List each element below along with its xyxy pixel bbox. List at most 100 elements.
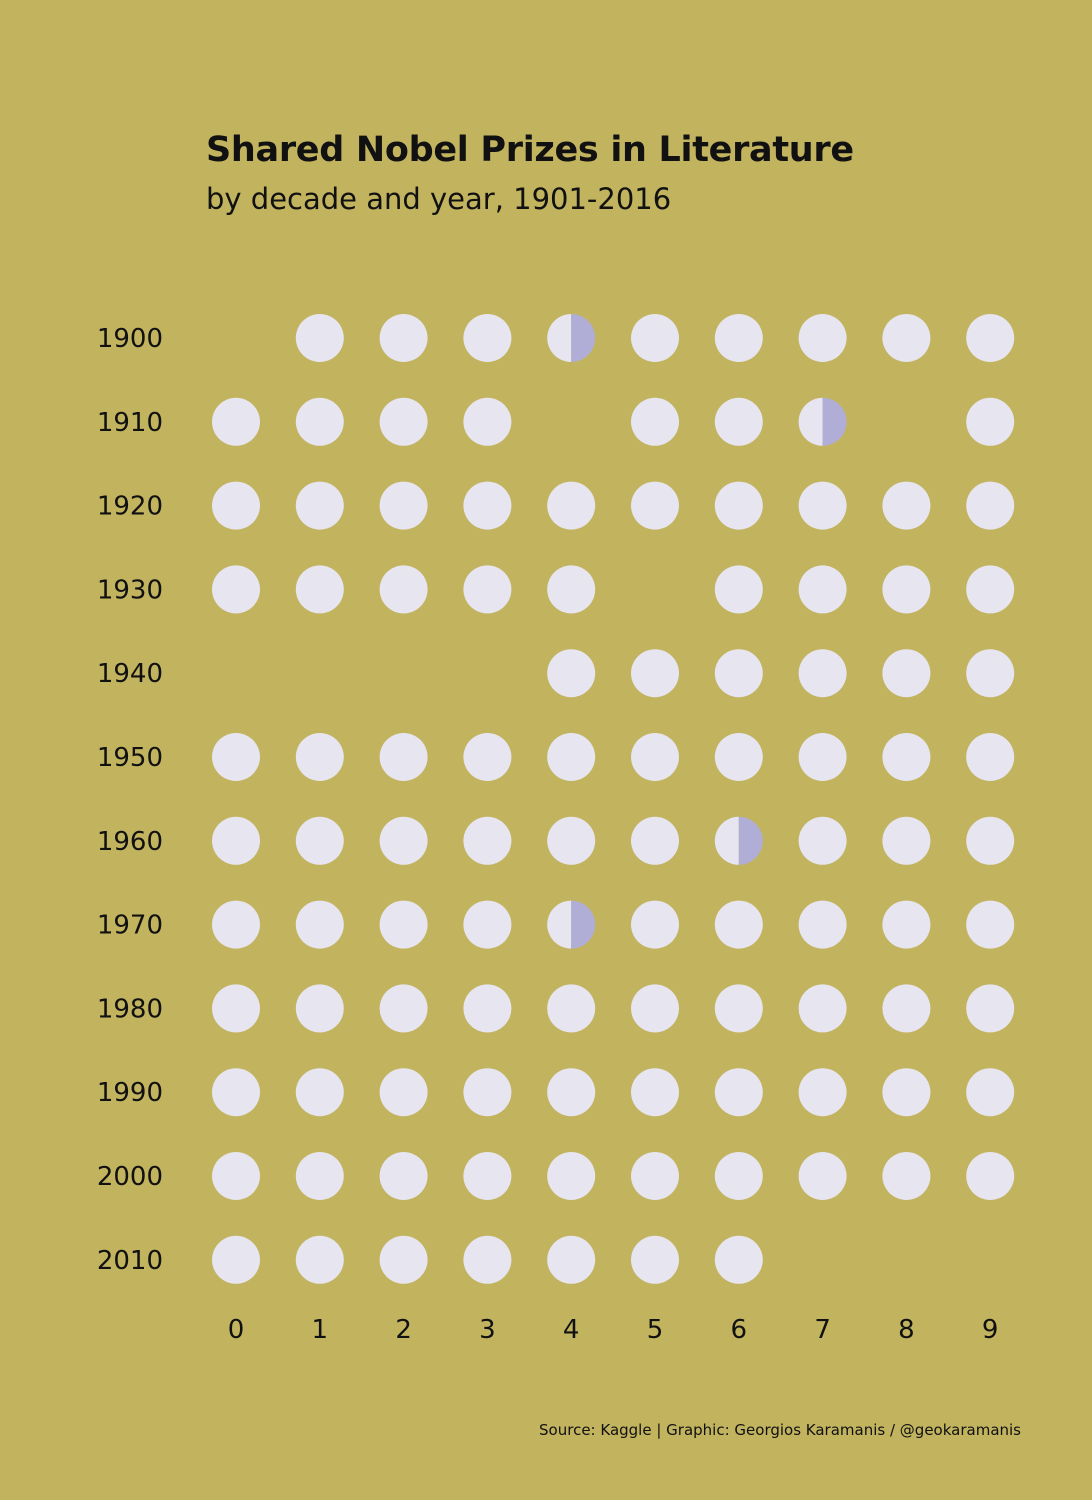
decade-label: 1960	[97, 827, 163, 857]
prize-dot	[882, 733, 931, 781]
decade-label: 1930	[97, 575, 163, 605]
prize-dot	[714, 1068, 763, 1117]
chart-title: Shared Nobel Prizes in Literature	[206, 130, 854, 170]
prize-dot	[547, 649, 596, 698]
prize-dot	[798, 1068, 847, 1117]
prize-dot	[295, 1235, 344, 1284]
prize-dot	[631, 397, 679, 446]
prize-dot	[295, 1068, 344, 1117]
decade-label: 1910	[97, 408, 163, 438]
prize-dot	[882, 314, 931, 362]
prize-dot	[631, 1235, 679, 1284]
prize-dot	[966, 1152, 1015, 1200]
prize-dot	[882, 481, 931, 530]
shared-prize-dot	[547, 900, 596, 949]
shared-prize-dot	[547, 314, 596, 362]
prize-dot	[463, 314, 512, 362]
prize-dot	[212, 1235, 260, 1284]
year-digit-label: 4	[563, 1315, 580, 1345]
prize-dot	[547, 733, 596, 781]
prize-dot	[379, 1152, 428, 1200]
prize-dot	[295, 984, 344, 1033]
prize-dot	[295, 481, 344, 530]
year-digit-label: 9	[982, 1315, 999, 1345]
prize-dot	[631, 481, 679, 530]
prize-dot	[295, 816, 344, 865]
prize-dot	[714, 314, 763, 362]
prize-dot	[463, 733, 512, 781]
prize-dot	[882, 1152, 931, 1200]
prize-dot	[463, 1152, 512, 1200]
laureate-half	[738, 816, 763, 865]
prize-dot	[295, 1152, 344, 1200]
source-caption: Source: Kaggle | Graphic: Georgios Karam…	[539, 1421, 1021, 1439]
prize-dot	[714, 1235, 763, 1284]
prize-dot	[212, 816, 260, 865]
prize-dot	[379, 397, 428, 446]
decade-label: 1950	[97, 743, 163, 773]
prize-dot	[966, 314, 1015, 362]
decade-label: 2010	[97, 1246, 163, 1276]
prize-dot	[379, 1068, 428, 1117]
prize-dot	[714, 1152, 763, 1200]
prize-dot	[379, 733, 428, 781]
prize-dot	[966, 481, 1015, 530]
year-digit-label: 7	[814, 1315, 831, 1345]
prize-dot	[463, 984, 512, 1033]
prize-dot	[295, 565, 344, 614]
prize-dot	[295, 900, 344, 949]
prize-dot	[966, 649, 1015, 698]
prize-dot	[882, 565, 931, 614]
prize-dot	[463, 1235, 512, 1284]
decade-label: 2000	[97, 1162, 163, 1192]
prize-dot	[212, 900, 260, 949]
prize-dot	[714, 984, 763, 1033]
prize-dot	[631, 816, 679, 865]
prize-dot	[379, 984, 428, 1033]
decade-label: 1990	[97, 1078, 163, 1108]
prize-dot	[212, 1068, 260, 1117]
laureate-half	[547, 900, 572, 949]
prize-dot	[714, 733, 763, 781]
prize-dot	[798, 733, 847, 781]
year-digit-label: 0	[228, 1315, 245, 1345]
prize-dot	[212, 481, 260, 530]
laureate-half	[571, 314, 596, 362]
prize-dot	[966, 565, 1015, 614]
year-digit-label: 6	[731, 1315, 748, 1345]
prize-dot	[547, 1068, 596, 1117]
year-digit-label: 3	[479, 1315, 496, 1345]
prize-dot	[631, 1152, 679, 1200]
prize-dot	[463, 397, 512, 446]
prize-dot	[714, 397, 763, 446]
laureate-half	[714, 816, 739, 865]
prize-dot	[295, 314, 344, 362]
laureate-half	[571, 900, 596, 949]
prize-dot	[966, 397, 1015, 446]
prize-dot	[798, 1152, 847, 1200]
year-digit-label: 2	[395, 1315, 412, 1345]
prize-dot	[882, 1068, 931, 1117]
prize-dot	[631, 314, 679, 362]
prize-dot	[379, 565, 428, 614]
prize-dot	[798, 565, 847, 614]
prize-dot	[212, 397, 260, 446]
prize-dot	[882, 900, 931, 949]
laureate-half	[822, 397, 847, 446]
decade-label: 1980	[97, 994, 163, 1024]
prize-dot	[798, 314, 847, 362]
shared-prize-dot	[798, 397, 847, 446]
prize-dot	[798, 649, 847, 698]
decade-label: 1920	[97, 492, 163, 522]
prize-dot	[798, 481, 847, 530]
decade-label: 1900	[97, 324, 163, 354]
prize-dot	[714, 481, 763, 530]
prize-dot	[379, 1235, 428, 1284]
shared-prize-dot	[714, 816, 763, 865]
prize-dot	[463, 565, 512, 614]
prize-dot	[631, 733, 679, 781]
prize-dot	[966, 900, 1015, 949]
year-digit-label: 8	[898, 1315, 915, 1345]
